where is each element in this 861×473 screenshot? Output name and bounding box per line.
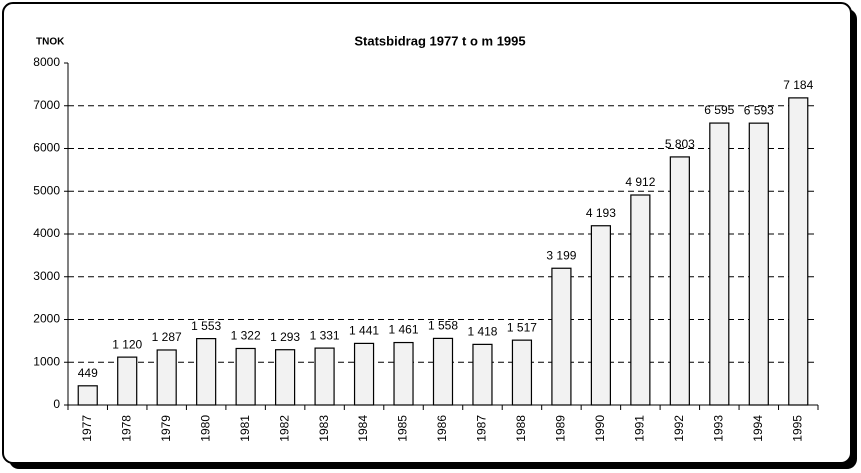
value-label: 6 595 — [704, 103, 734, 117]
x-tick-label: 1994 — [751, 415, 765, 442]
x-tick-label: 1986 — [435, 415, 449, 442]
value-label: 1 517 — [507, 320, 537, 334]
x-tick-label: 1987 — [475, 415, 489, 442]
bar — [235, 347, 256, 406]
bar — [77, 385, 98, 406]
x-tick-label: 1980 — [198, 415, 212, 442]
y-tick-label: 0 — [53, 397, 60, 411]
x-tick-label: 1993 — [711, 415, 725, 442]
x-tick-label: 1979 — [159, 415, 173, 442]
bar — [511, 339, 533, 406]
x-tick-label: 1985 — [396, 415, 410, 442]
x-tick-label: 1982 — [277, 415, 291, 442]
x-tick-label: 1990 — [593, 415, 607, 442]
value-label: 1 558 — [428, 319, 458, 333]
y-tick-label: 3000 — [33, 269, 60, 283]
x-tick-label: 1983 — [317, 415, 331, 442]
x-tick-label: 1984 — [356, 415, 370, 442]
x-tick-label: 1981 — [238, 415, 252, 442]
y-tick-label: 8000 — [33, 55, 60, 69]
x-tick-label: 1991 — [633, 415, 647, 442]
chart-title: Statsbidrag 1977 t o m 1995 — [354, 33, 525, 48]
bar — [275, 349, 296, 406]
x-tick-label: 1988 — [514, 415, 528, 442]
value-label: 1 553 — [191, 319, 221, 333]
x-tick-label: 1989 — [554, 415, 568, 442]
value-label: 1 461 — [389, 323, 419, 337]
bar — [117, 356, 138, 406]
y-axis-label: TNOK — [36, 37, 65, 48]
y-tick-label: 4000 — [33, 226, 60, 240]
y-tick-label: 1000 — [33, 354, 60, 368]
value-label: 4 193 — [586, 206, 616, 220]
value-label: 1 322 — [231, 329, 261, 343]
bar — [748, 122, 769, 406]
y-tick-label: 6000 — [33, 141, 60, 155]
x-tick-label: 1995 — [790, 415, 804, 442]
value-label: 1 120 — [112, 337, 142, 351]
value-label: 4 912 — [625, 175, 655, 189]
value-label: 6 593 — [744, 103, 774, 117]
bar — [353, 342, 375, 406]
bar — [669, 156, 690, 406]
value-label: 1 441 — [349, 324, 379, 338]
bar — [432, 337, 454, 406]
bar — [156, 349, 177, 406]
value-label: 1 331 — [310, 328, 340, 342]
bar — [393, 341, 414, 406]
value-label: 1 418 — [467, 325, 497, 339]
bar — [551, 267, 572, 406]
y-tick-label: 7000 — [33, 98, 60, 112]
bar — [314, 347, 335, 406]
y-tick-label: 2000 — [33, 312, 60, 326]
bar — [709, 122, 730, 406]
x-tick-label: 1977 — [80, 415, 94, 442]
bar — [196, 338, 217, 406]
bar — [472, 343, 493, 406]
bar — [590, 225, 611, 406]
value-label: 5 803 — [665, 137, 695, 151]
x-tick-label: 1992 — [672, 415, 686, 442]
value-label: 7 184 — [783, 78, 813, 92]
x-tick-label: 1978 — [119, 415, 133, 442]
bar — [630, 194, 651, 406]
value-label: 3 199 — [546, 248, 576, 262]
value-label: 449 — [78, 366, 98, 380]
y-tick-label: 5000 — [33, 183, 60, 197]
bar — [788, 97, 809, 406]
value-label: 1 287 — [152, 330, 182, 344]
value-label: 1 293 — [270, 330, 300, 344]
